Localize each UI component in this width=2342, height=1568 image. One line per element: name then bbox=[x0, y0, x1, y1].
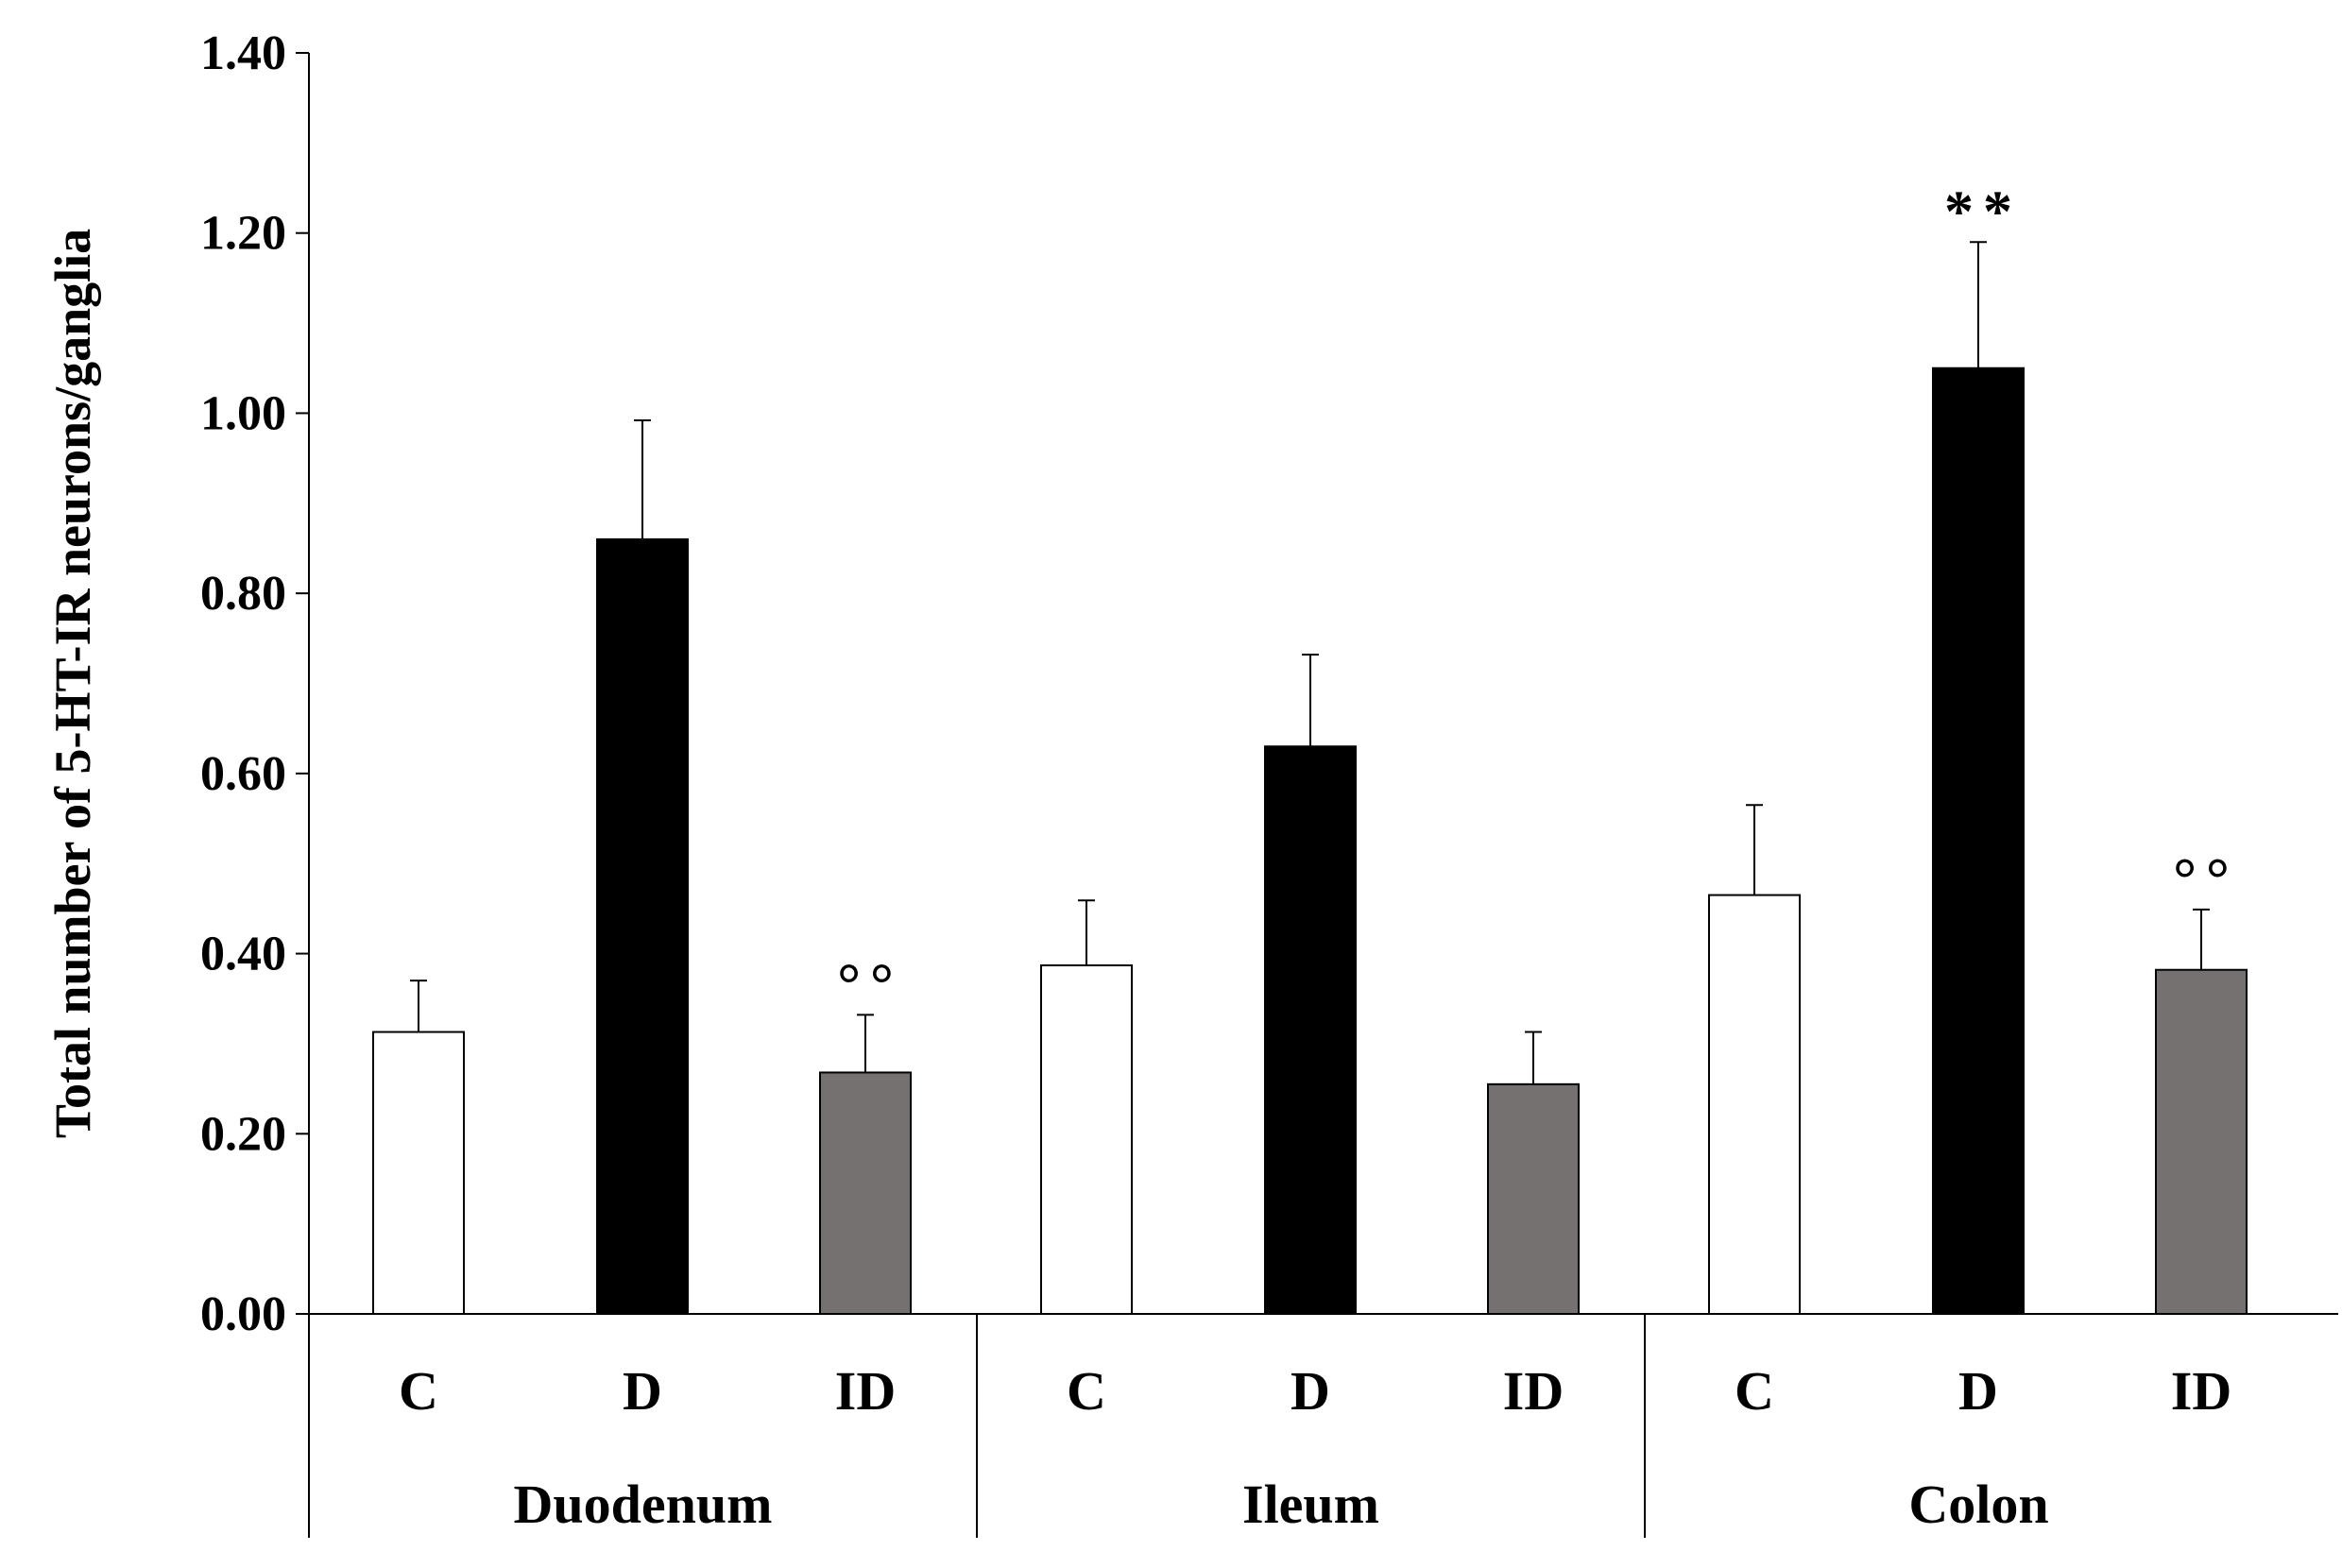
x-category-label: ID bbox=[1503, 1360, 1564, 1422]
y-tick-label: 0.60 bbox=[200, 747, 286, 801]
significance-marker: °° bbox=[837, 952, 903, 1016]
y-tick-label: 1.20 bbox=[200, 207, 286, 261]
bar-duodenum-d bbox=[596, 537, 689, 1315]
significance-marker: ** bbox=[1944, 179, 2022, 244]
bar-ileum-c bbox=[1040, 963, 1133, 1315]
y-tick-label: 0.20 bbox=[200, 1107, 286, 1161]
bar-colon-c bbox=[1708, 894, 1801, 1315]
bar-duodenum-id bbox=[819, 1071, 912, 1316]
group-label-ileum: Ileum bbox=[1242, 1474, 1379, 1535]
x-category-label: D bbox=[1958, 1360, 1998, 1422]
significance-marker: °° bbox=[2173, 847, 2239, 912]
x-category-label: ID bbox=[2171, 1360, 2231, 1422]
axes bbox=[308, 53, 2338, 1538]
category-labels: C D ID Duodenum C D ID Ileum C D ID Colon bbox=[399, 1360, 2231, 1535]
x-category-label: D bbox=[1291, 1360, 1330, 1422]
group-label-colon: Colon bbox=[1908, 1474, 2048, 1535]
x-category-label: C bbox=[1067, 1360, 1106, 1422]
x-category-label: ID bbox=[835, 1360, 896, 1422]
y-tick-label: 0.00 bbox=[200, 1287, 286, 1341]
y-axis-ticks: 0.00 0.20 0.40 0.60 0.80 1.00 1.20 1.40 bbox=[200, 26, 309, 1341]
bar-colon-id bbox=[2155, 968, 2248, 1315]
y-tick-label: 1.00 bbox=[200, 386, 286, 440]
y-tick-label: 0.40 bbox=[200, 928, 286, 981]
y-tick-label: 1.40 bbox=[200, 26, 286, 80]
y-axis-label: Total number of 5-HT-IR neurons/ganglia bbox=[44, 229, 101, 1138]
bars: °° ** °° bbox=[372, 179, 2248, 1316]
group-label-duodenum: Duodenum bbox=[514, 1474, 773, 1535]
bar-colon-d bbox=[1932, 366, 2025, 1315]
bar-ileum-d bbox=[1264, 745, 1357, 1315]
y-tick-label: 0.80 bbox=[200, 567, 286, 621]
x-category-label: C bbox=[399, 1360, 438, 1422]
bar-ileum-id bbox=[1487, 1082, 1580, 1315]
x-category-label: C bbox=[1735, 1360, 1774, 1422]
bar-duodenum-c bbox=[372, 1031, 465, 1315]
x-category-label: D bbox=[623, 1360, 662, 1422]
